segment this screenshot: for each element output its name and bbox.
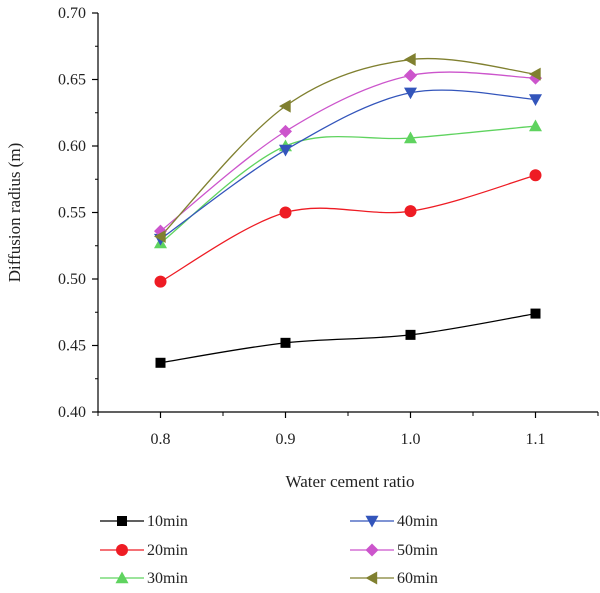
legend-marker [117, 516, 127, 526]
data-point-20min [404, 205, 417, 218]
y-axis-label: Diffusion radius (m) [5, 143, 24, 282]
data-point-10min [405, 329, 416, 340]
x-tick-label: 0.8 [151, 431, 171, 448]
legend-label: 50min [397, 542, 438, 559]
data-point-10min [155, 357, 166, 368]
data-point-50min [404, 69, 417, 83]
data-point-20min [279, 206, 292, 219]
x-tick-label: 0.9 [276, 431, 296, 448]
y-tick-label: 0.70 [58, 5, 86, 22]
series-lines [160, 57, 536, 364]
chart-axes: 0.40 0.45 0.50 0.55 0.60 0.65 0.70 0.8 0.9 1.0 1.1 [58, 5, 599, 448]
legend-marker [365, 571, 378, 585]
x-tick-label: 1.1 [526, 431, 546, 448]
legend: 10min 20min 30min 40min 50min 60min [100, 513, 438, 587]
data-point-30min [404, 131, 417, 144]
series-line-30min [160, 125, 536, 244]
y-tick-label: 0.65 [58, 72, 86, 89]
legend-label: 60min [397, 570, 438, 587]
y-tick-label: 0.55 [58, 205, 86, 222]
data-point-60min [404, 53, 416, 67]
series-line-10min [160, 312, 536, 364]
y-tick-label: 0.60 [58, 138, 86, 155]
legend-marker [365, 543, 379, 557]
data-point-20min [154, 275, 167, 288]
legend-label: 10min [147, 513, 188, 530]
data-point-40min [404, 87, 417, 100]
legend-item-20min: 20min [100, 542, 188, 559]
series-line-40min [160, 89, 536, 240]
legend-item-40min: 40min [350, 513, 438, 530]
data-point-60min [529, 67, 541, 81]
legend-marker [115, 571, 129, 584]
data-point-60min [279, 99, 291, 113]
series-line-60min [160, 57, 536, 237]
data-point-10min [280, 337, 291, 348]
x-tick-label: 1.0 [401, 431, 421, 448]
series-line-50min [160, 71, 536, 232]
legend-marker [365, 515, 379, 528]
data-point-40min [279, 144, 292, 157]
data-point-50min [279, 124, 292, 138]
legend-label: 40min [397, 513, 438, 530]
series-line-20min [160, 174, 536, 283]
data-point-20min [529, 169, 542, 182]
legend-label: 20min [147, 542, 188, 559]
legend-item-50min: 50min [350, 542, 438, 559]
legend-label: 30min [147, 570, 188, 587]
data-point-60min [154, 229, 166, 243]
data-point-10min [530, 308, 541, 319]
y-tick-label: 0.45 [58, 338, 86, 355]
data-point-30min [529, 119, 542, 132]
y-tick-label: 0.50 [58, 271, 86, 288]
legend-item-60min: 60min [350, 570, 438, 587]
data-point-40min [529, 94, 542, 106]
legend-item-30min: 30min [100, 570, 188, 587]
legend-item-10min: 10min [100, 513, 188, 530]
series-markers [154, 53, 542, 368]
legend-marker [116, 544, 128, 556]
y-tick-label: 0.40 [58, 404, 86, 421]
x-axis-label: Water cement ratio [286, 472, 415, 491]
